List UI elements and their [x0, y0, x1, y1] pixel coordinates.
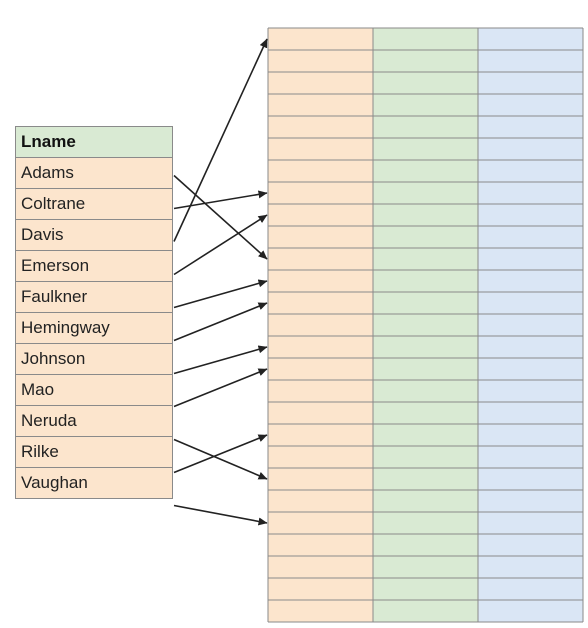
lname-table: Lname Adams Coltrane Davis Emerson Faulkner H… [15, 126, 173, 499]
mapping-arrow [173, 174, 268, 260]
grid-column-fill [373, 28, 478, 622]
mapping-arrow [173, 434, 268, 474]
lname-row: Mao [15, 374, 173, 406]
lname-row: Vaughan [15, 467, 173, 499]
lname-row: Coltrane [15, 188, 173, 220]
lname-row: Adams [15, 157, 173, 189]
lname-row: Emerson [15, 250, 173, 282]
lname-cell: Johnson [15, 343, 173, 375]
mapping-arrow [173, 38, 268, 242]
lname-cell: Emerson [15, 250, 173, 282]
lname-cell: Faulkner [15, 281, 173, 313]
grid-column-fill [268, 28, 373, 622]
mapping-arrow [173, 368, 268, 408]
lname-row: Faulkner [15, 281, 173, 313]
mapping-arrow [173, 302, 268, 342]
lname-cell: Mao [15, 374, 173, 406]
grid-column-fill [478, 28, 583, 622]
lname-row: Davis [15, 219, 173, 251]
lname-cell: Coltrane [15, 188, 173, 220]
lname-cell: Adams [15, 157, 173, 189]
lname-cell: Neruda [15, 405, 173, 437]
lname-cell: Hemingway [15, 312, 173, 344]
mapping-arrow [173, 279, 268, 309]
lname-row: Johnson [15, 343, 173, 375]
lname-cell: Davis [15, 219, 173, 251]
mapping-arrow [173, 190, 268, 210]
lname-row: Hemingway [15, 312, 173, 344]
lname-cell: Vaughan [15, 467, 173, 499]
lname-row: Rilke [15, 436, 173, 468]
lname-row: Neruda [15, 405, 173, 437]
mapping-arrow [173, 438, 268, 480]
mapping-arrow [173, 504, 268, 526]
mapping-arrow [173, 345, 268, 375]
lname-cell: Rilke [15, 436, 173, 468]
mapping-arrow [173, 214, 268, 276]
